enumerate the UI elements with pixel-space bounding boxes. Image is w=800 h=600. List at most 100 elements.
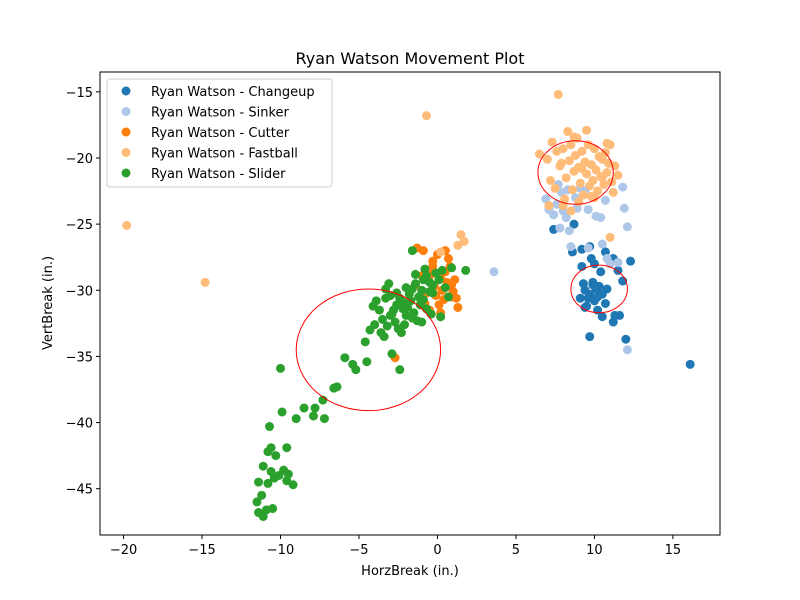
x-tick-label: −15 [188, 543, 215, 558]
data-point [461, 265, 471, 275]
y-tick-label: −15 [66, 86, 93, 101]
data-point [421, 111, 431, 121]
data-point [553, 89, 563, 99]
data-point [271, 451, 281, 461]
data-point [283, 469, 293, 479]
data-point [558, 144, 568, 154]
data-point [200, 277, 210, 287]
data-point [600, 299, 610, 308]
data-point [263, 478, 273, 488]
series-1 [489, 179, 632, 355]
data-point [618, 182, 628, 192]
data-point [379, 332, 389, 342]
legend-marker [121, 148, 131, 157]
data-point [453, 240, 463, 250]
data-point [407, 313, 417, 323]
data-point [580, 302, 590, 312]
ellipses-layer [295, 140, 628, 412]
data-point [569, 132, 579, 142]
data-point [566, 206, 576, 216]
data-point [583, 293, 593, 303]
data-point [291, 414, 301, 424]
data-point [591, 211, 601, 221]
data-point [589, 144, 599, 154]
data-point [574, 197, 584, 207]
data-point [602, 254, 612, 264]
data-point [685, 359, 695, 369]
x-tick-label: −5 [349, 543, 368, 558]
legend-label: Ryan Watson - Slider [151, 167, 286, 182]
data-point [555, 223, 565, 233]
x-tick-label: −10 [267, 543, 294, 558]
legend-label: Ryan Watson - Cutter [151, 126, 290, 141]
data-point [489, 267, 499, 277]
data-point [257, 490, 267, 500]
data-point [621, 334, 631, 344]
data-point [547, 137, 557, 147]
y-tick-label: −30 [66, 284, 93, 299]
data-point [453, 302, 463, 312]
data-point [563, 127, 573, 137]
legend-entries: Ryan Watson - Changeup Ryan Watson - Sink… [121, 85, 315, 182]
data-point [561, 173, 571, 183]
y-tick-label: −35 [66, 350, 93, 365]
data-point [428, 256, 438, 266]
data-point [566, 242, 576, 252]
data-point [360, 337, 370, 347]
data-point [564, 226, 574, 236]
data-point [534, 149, 544, 159]
data-point [398, 304, 408, 314]
data-point [340, 353, 350, 363]
data-point [387, 349, 397, 359]
y-axis-label: VertBreak (in.) [41, 256, 56, 350]
y-tick-label: −25 [66, 218, 93, 233]
data-point [550, 183, 560, 193]
data-point [258, 461, 268, 471]
y-tick-label: −20 [66, 152, 93, 167]
data-point [542, 154, 552, 164]
data-point [613, 170, 623, 180]
data-point [575, 178, 585, 188]
data-point [266, 467, 276, 477]
data-point [299, 403, 309, 413]
legend-marker [121, 168, 131, 178]
data-point [577, 146, 587, 156]
x-tick-label: 5 [512, 543, 520, 558]
data-point [407, 246, 417, 256]
data-point [608, 187, 618, 197]
data-point [566, 140, 576, 150]
data-point [261, 505, 271, 515]
data-point [385, 291, 395, 301]
data-point [583, 205, 593, 215]
data-point [434, 275, 444, 285]
data-point [254, 477, 264, 487]
data-point [622, 222, 632, 232]
region-ellipse [570, 264, 628, 314]
data-point [308, 411, 318, 421]
data-point [420, 264, 430, 274]
data-point [556, 158, 566, 168]
data-point [443, 254, 453, 264]
legend-marker [121, 127, 131, 137]
data-point [400, 320, 410, 330]
x-tick-label: 15 [665, 543, 682, 558]
data-point [410, 279, 420, 289]
x-axis-label: HorzBreak (in.) [361, 564, 459, 579]
legend-label: Ryan Watson - Fastball [151, 147, 298, 162]
points-layer [122, 89, 695, 521]
plot-area [99, 71, 721, 536]
data-point [319, 414, 329, 424]
data-point [440, 283, 450, 293]
data-point [434, 300, 444, 310]
data-point [567, 185, 577, 195]
data-point [288, 480, 298, 490]
data-point [585, 332, 595, 342]
data-point [370, 320, 380, 330]
data-point [318, 395, 328, 405]
data-point [265, 422, 275, 432]
data-point [426, 309, 436, 319]
data-point [437, 265, 447, 275]
data-point [374, 305, 384, 315]
data-point [401, 283, 411, 293]
data-point [450, 275, 460, 285]
